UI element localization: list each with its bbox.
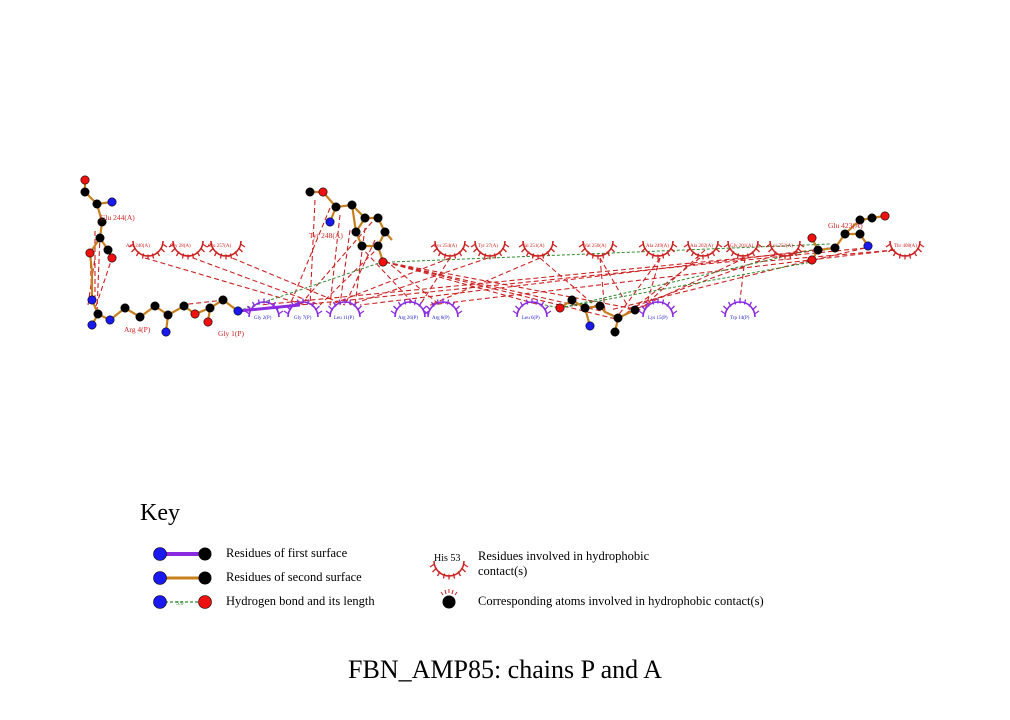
chain-p-bonds <box>237 303 301 313</box>
residue-label-gly201: Gly 201(A) <box>730 244 754 249</box>
key-hydrophobic-atom-symbol <box>440 589 458 609</box>
atoms <box>80 175 890 337</box>
key-hbond-label: Hydrogen bond and its length <box>226 594 375 608</box>
residue-label-val251: Val 251(A) <box>522 244 545 249</box>
residue-label-gly1: Gly 1(P) <box>218 329 245 338</box>
residue-label-glu423: Glu 423(A) <box>828 221 863 230</box>
residue-label-leu6: Leu 6(P) <box>522 316 540 321</box>
key-first-surface-symbol <box>153 547 212 561</box>
residue-label-ala249: Ala 249(A) <box>646 244 669 249</box>
hydrophobic-contacts <box>87 199 896 321</box>
residue-label-tyr27: Tyr 27(A) <box>478 244 498 249</box>
key-hydrophobic-residues-label-2: contact(s) <box>478 564 528 578</box>
key-hydrophobic-residues-label-1: Residues involved in hydrophobic <box>478 549 650 563</box>
key-hbond-length: 3.0 <box>176 601 184 607</box>
residue-label-gly7: Gly 7(P) <box>294 316 312 321</box>
key-hbond-symbol: 3.0 <box>153 595 212 609</box>
residue-label-glu257: Glu 257(A) <box>208 244 232 249</box>
key-second-surface-symbol <box>153 571 212 585</box>
residue-label-lys252: Lys 252(A) <box>770 244 793 249</box>
residue-label-arg4: Arg 4(P) <box>124 325 151 334</box>
key-residue-example: His 53 <box>434 553 460 564</box>
page-title: FBN_AMP85: chains P and A <box>348 655 662 684</box>
residue-label-val250: Val 250(A) <box>584 244 607 249</box>
residue-label-lys15: Lys 15(P) <box>648 316 668 321</box>
residue-label-gly2: Gly 2(P) <box>254 316 272 321</box>
residue-label-trp14: Trp 14(P) <box>730 316 750 321</box>
key-second-surface-label: Residues of second surface <box>226 570 362 584</box>
residue-label-asn240: Asn 240(A) <box>126 244 150 249</box>
key-hydrophobic-residue-symbol: His 53 <box>429 553 469 581</box>
residue-label-arg26: Arg 26(P) <box>398 316 418 321</box>
residue-label-thr408: Thr 408(A) <box>894 244 917 249</box>
key-first-surface-label: Residues of first surface <box>226 546 348 560</box>
residue-label-tyr248: Tyr 248(A) <box>309 231 343 240</box>
residue-label-lys254: Lys 254(A) <box>434 244 457 249</box>
key-hydrophobic-atoms-label: Corresponding atoms involved in hydropho… <box>478 594 764 608</box>
hydrophobic-arcs-chain-p <box>244 297 760 318</box>
residue-label-glu244: Glu 244(A) <box>100 213 135 222</box>
residue-label-gly28: Gly 28(A) <box>170 244 191 249</box>
key-title: Key <box>140 500 180 526</box>
residue-label-arg8: Arg 8(P) <box>432 316 450 321</box>
residue-label-ala202: Ala 202(A) <box>690 244 713 249</box>
residue-label-leu11: Leu 11(P) <box>334 316 354 321</box>
